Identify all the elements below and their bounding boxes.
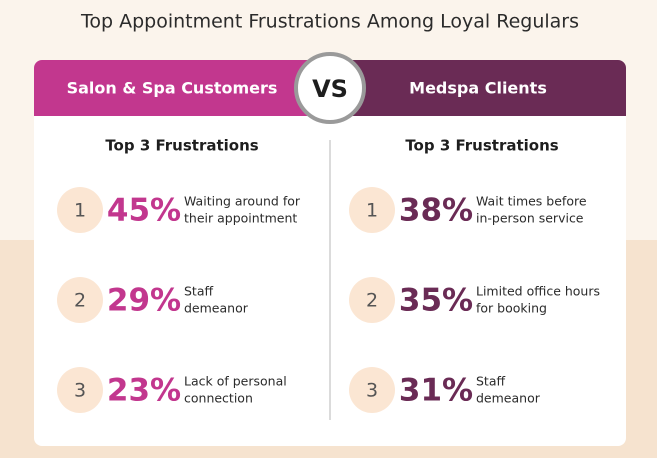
description: Waiting around for (184, 194, 301, 209)
rank: 1 (74, 200, 86, 222)
subtitle: Top 3 Frustrations (105, 137, 258, 155)
description: in-person service (476, 211, 584, 226)
vs-badge (294, 52, 366, 124)
percent: 23% (107, 373, 181, 409)
rank-badge (57, 367, 103, 413)
rank: 2 (366, 290, 378, 312)
rank-badge (349, 367, 395, 413)
description: Staff (476, 374, 505, 389)
percent: 29% (107, 283, 181, 319)
percent: 38% (399, 193, 473, 229)
description: Lack of personal (184, 374, 287, 389)
title: Top Appointment Frustrations Among Loyal… (80, 11, 579, 33)
rank-badge (349, 277, 395, 323)
description: their appointment (184, 211, 297, 226)
description: Wait times before (476, 194, 587, 209)
description: for booking (476, 301, 547, 316)
subtitle: Top 3 Frustrations (405, 137, 558, 155)
description: connection (184, 391, 253, 406)
percent: 45% (107, 193, 181, 229)
header-label: Medspa Clients (409, 79, 547, 98)
header-bar (34, 60, 330, 116)
description: Limited office hours (476, 284, 600, 299)
rank-badge (57, 277, 103, 323)
rank: 1 (366, 200, 378, 222)
vs-label: VS (312, 75, 348, 103)
rank-badge (57, 187, 103, 233)
rank: 3 (366, 380, 378, 402)
percent: 35% (399, 283, 473, 319)
description: demeanor (476, 391, 541, 406)
description: demeanor (184, 301, 249, 316)
rank: 2 (74, 290, 86, 312)
header-bar (330, 60, 626, 116)
rank-badge (349, 187, 395, 233)
header-label: Salon & Spa Customers (67, 79, 278, 98)
description: Staff (184, 284, 213, 299)
percent: 31% (399, 373, 473, 409)
rank: 3 (74, 380, 86, 402)
